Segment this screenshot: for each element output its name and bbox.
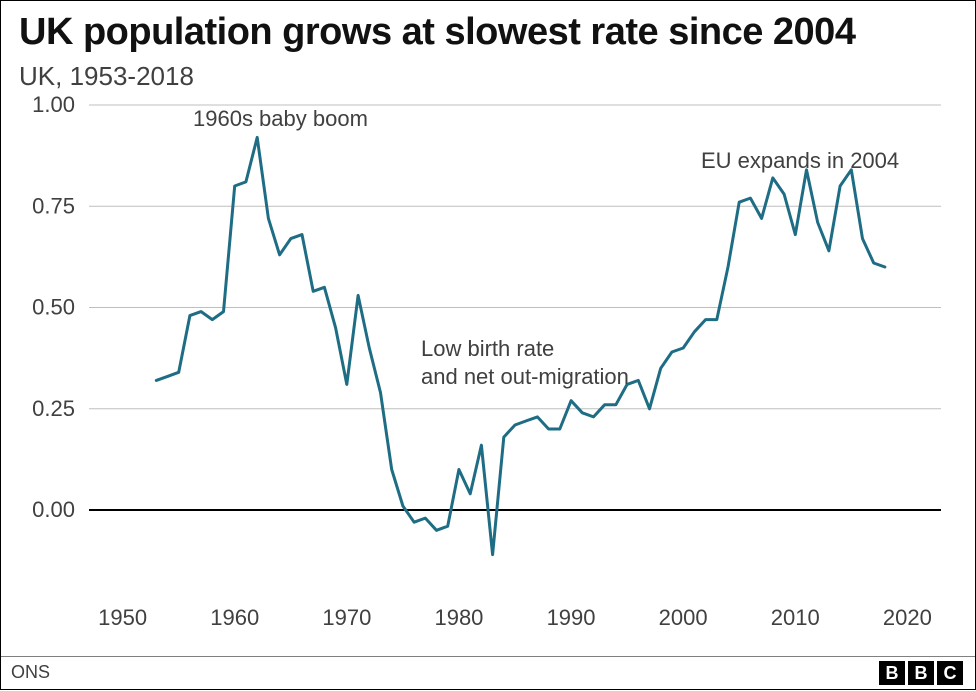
y-tick-label: 0.25 bbox=[32, 396, 75, 421]
y-tick-label: 1.00 bbox=[32, 92, 75, 117]
bbc-logo: B B C bbox=[879, 661, 963, 685]
y-tick-label: 0.50 bbox=[32, 295, 75, 320]
x-tick-label: 2020 bbox=[883, 605, 932, 630]
bbc-block-3: C bbox=[937, 661, 963, 685]
x-tick-label: 1970 bbox=[322, 605, 371, 630]
annotation-1: Low birth rate and net out-migration bbox=[421, 335, 629, 390]
y-tick-label: 0.00 bbox=[32, 497, 75, 522]
x-tick-label: 2000 bbox=[659, 605, 708, 630]
x-tick-label: 1960 bbox=[210, 605, 259, 630]
annotation-0: 1960s baby boom bbox=[193, 105, 368, 133]
x-tick-label: 1990 bbox=[547, 605, 596, 630]
chart-frame: UK population grows at slowest rate sinc… bbox=[0, 0, 976, 690]
bbc-block-2: B bbox=[908, 661, 934, 685]
x-tick-label: 2010 bbox=[771, 605, 820, 630]
x-tick-label: 1950 bbox=[98, 605, 147, 630]
y-tick-label: 0.75 bbox=[32, 193, 75, 218]
bbc-block-1: B bbox=[879, 661, 905, 685]
x-tick-label: 1980 bbox=[434, 605, 483, 630]
source-label: ONS bbox=[11, 662, 50, 683]
footer: ONS B B C bbox=[1, 656, 975, 689]
annotation-2: EU expands in 2004 bbox=[701, 147, 899, 175]
